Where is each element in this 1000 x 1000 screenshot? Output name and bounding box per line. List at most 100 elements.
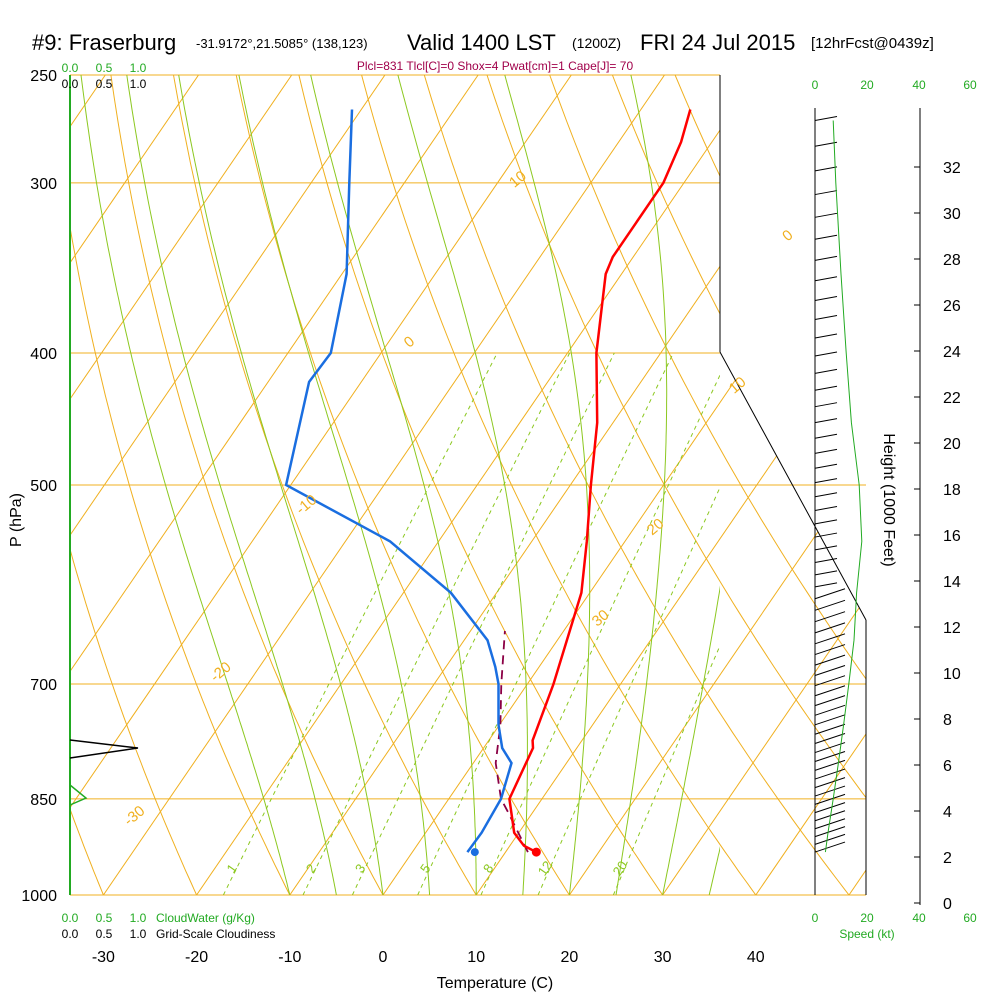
- valid-date: FRI 24 Jul 2015: [640, 30, 795, 55]
- dry-adiabat-120: [850, 75, 866, 895]
- cloudwater-profile: [69, 739, 139, 806]
- wind-speed-axis-title: Speed (kt): [839, 927, 894, 941]
- dry-adiabat-label-4: -30: [121, 802, 149, 829]
- wind-barb: [814, 212, 838, 218]
- wind-top-tick-3: 60: [963, 78, 977, 92]
- wind-barb: [814, 599, 846, 611]
- moist-adiabat-25: [615, 75, 668, 895]
- wind-barb: [814, 714, 846, 726]
- wind-barb: [814, 333, 838, 339]
- isotherm-50: [848, 75, 866, 895]
- wind-barb: [814, 368, 838, 374]
- forecast-info: [12hrFcst@0439z]: [811, 35, 934, 52]
- dry-adiabat-label-8: 30: [589, 606, 613, 630]
- temperature-tick-10: 10: [467, 949, 485, 966]
- height-label-14: 14: [943, 574, 961, 591]
- dry-adiabat--30: [70, 75, 116, 895]
- wind-bottom-tick-0: 0: [812, 911, 819, 925]
- valid-time: Valid 1400 LST: [407, 30, 556, 55]
- mixing-ratio-label-12: 12: [535, 858, 556, 878]
- station-title: #9: Fraserburg: [32, 30, 176, 55]
- wind-speed-profile: [824, 120, 863, 853]
- wind-speed-bottom-axis: 0 20 40 60 Speed (kt): [812, 911, 977, 941]
- wind-barb: [814, 448, 838, 454]
- wind-barb: [814, 492, 838, 498]
- pressure-label-1000: 1000: [21, 888, 57, 905]
- mixing-ratio-1: [222, 352, 498, 895]
- wind-barb: [814, 622, 846, 634]
- wind-top-tick-2: 40: [912, 78, 926, 92]
- isotherm--100: [0, 75, 12, 895]
- temperature-tick-40: 40: [747, 949, 765, 966]
- wind-barb: [814, 723, 846, 735]
- height-label-28: 28: [943, 252, 961, 269]
- wind-barb: [814, 532, 838, 538]
- pressure-label-700: 700: [30, 677, 57, 694]
- height-label-10: 10: [943, 666, 961, 683]
- isotherm--70: [70, 75, 293, 895]
- wind-barb: [814, 675, 846, 687]
- wind-barb: [814, 611, 846, 623]
- mixing-ratio-8: [480, 373, 720, 895]
- wind-barb: [814, 841, 846, 853]
- surface-temperature-marker: [531, 847, 541, 857]
- cloudwater-top-tick-2: 1.0: [130, 61, 147, 75]
- isotherm-40: [755, 75, 866, 895]
- dry-adiabat-70: [540, 75, 866, 895]
- height-label-0: 0: [943, 896, 952, 913]
- dry-adiabat-label-3: -20: [207, 659, 235, 686]
- wind-barb: [814, 190, 838, 196]
- moist-adiabat-10: [310, 75, 477, 895]
- moist-adiabat-5: [238, 75, 431, 895]
- wind-barb: [814, 793, 846, 805]
- wind-barb: [814, 478, 838, 484]
- dry-adiabat--20: [70, 75, 211, 895]
- isotherm--50: [70, 75, 479, 895]
- moist-adiabat--10: [80, 75, 291, 895]
- temperature-tick-0: 0: [379, 949, 388, 966]
- temperature-tick--10: -10: [278, 949, 301, 966]
- cloudwater-bottom-tick-1: 0.5: [96, 911, 113, 925]
- moist-adiabat-0: [178, 75, 384, 895]
- height-label-6: 6: [943, 758, 952, 775]
- height-label-20: 20: [943, 436, 961, 453]
- wind-barb: [814, 759, 846, 771]
- height-label-30: 30: [943, 206, 961, 223]
- pressure-label-400: 400: [30, 346, 57, 363]
- isotherm--60: [70, 75, 386, 895]
- wind-barb: [814, 255, 838, 261]
- mixing-ratio-3: [351, 352, 615, 895]
- isotherm--80: [70, 75, 199, 895]
- isotherm-10: [475, 75, 866, 895]
- wind-barb: [814, 582, 838, 588]
- wind-barb: [814, 276, 838, 282]
- wind-barb: [814, 505, 838, 511]
- wind-barb: [814, 654, 846, 666]
- wind-barbs: [814, 116, 846, 853]
- wind-top-tick-1: 20: [860, 78, 874, 92]
- plot-frame: [69, 75, 867, 895]
- wind-bottom-tick-3: 60: [963, 911, 977, 925]
- cloudwater-top-axis: 0.0 0.5 1.0 0.0 0.5 1.0: [62, 61, 147, 91]
- moist-adiabat-grid: [80, 75, 720, 895]
- dry-adiabat-50: [416, 75, 866, 895]
- wind-barb: [814, 558, 838, 563]
- pressure-label-300: 300: [30, 176, 57, 193]
- dry-adiabat-10: [169, 75, 494, 895]
- wind-barb: [814, 685, 846, 697]
- mixing-ratio-12: [537, 486, 720, 895]
- wind-barb: [814, 315, 838, 321]
- height-label-24: 24: [943, 344, 961, 361]
- cloudwater-bottom-axis: 0.0 0.5 1.0 CloudWater (g/Kg) 0.0 0.5 1.…: [62, 911, 276, 941]
- wind-barb: [814, 234, 838, 240]
- moist-adiabat-15: [397, 75, 528, 895]
- wind-barb: [814, 704, 846, 716]
- cloudiness-bottom-tick-2: 1.0: [130, 927, 147, 941]
- wind-speed-top-axis: 0 20 40 60: [812, 78, 977, 92]
- mixing-ratio-2: [302, 352, 571, 895]
- wind-barb: [814, 751, 846, 763]
- wind-barb: [814, 402, 838, 408]
- temperature-trace: [508, 109, 692, 854]
- wind-barb: [814, 802, 846, 814]
- wind-top-tick-0: 0: [812, 78, 819, 92]
